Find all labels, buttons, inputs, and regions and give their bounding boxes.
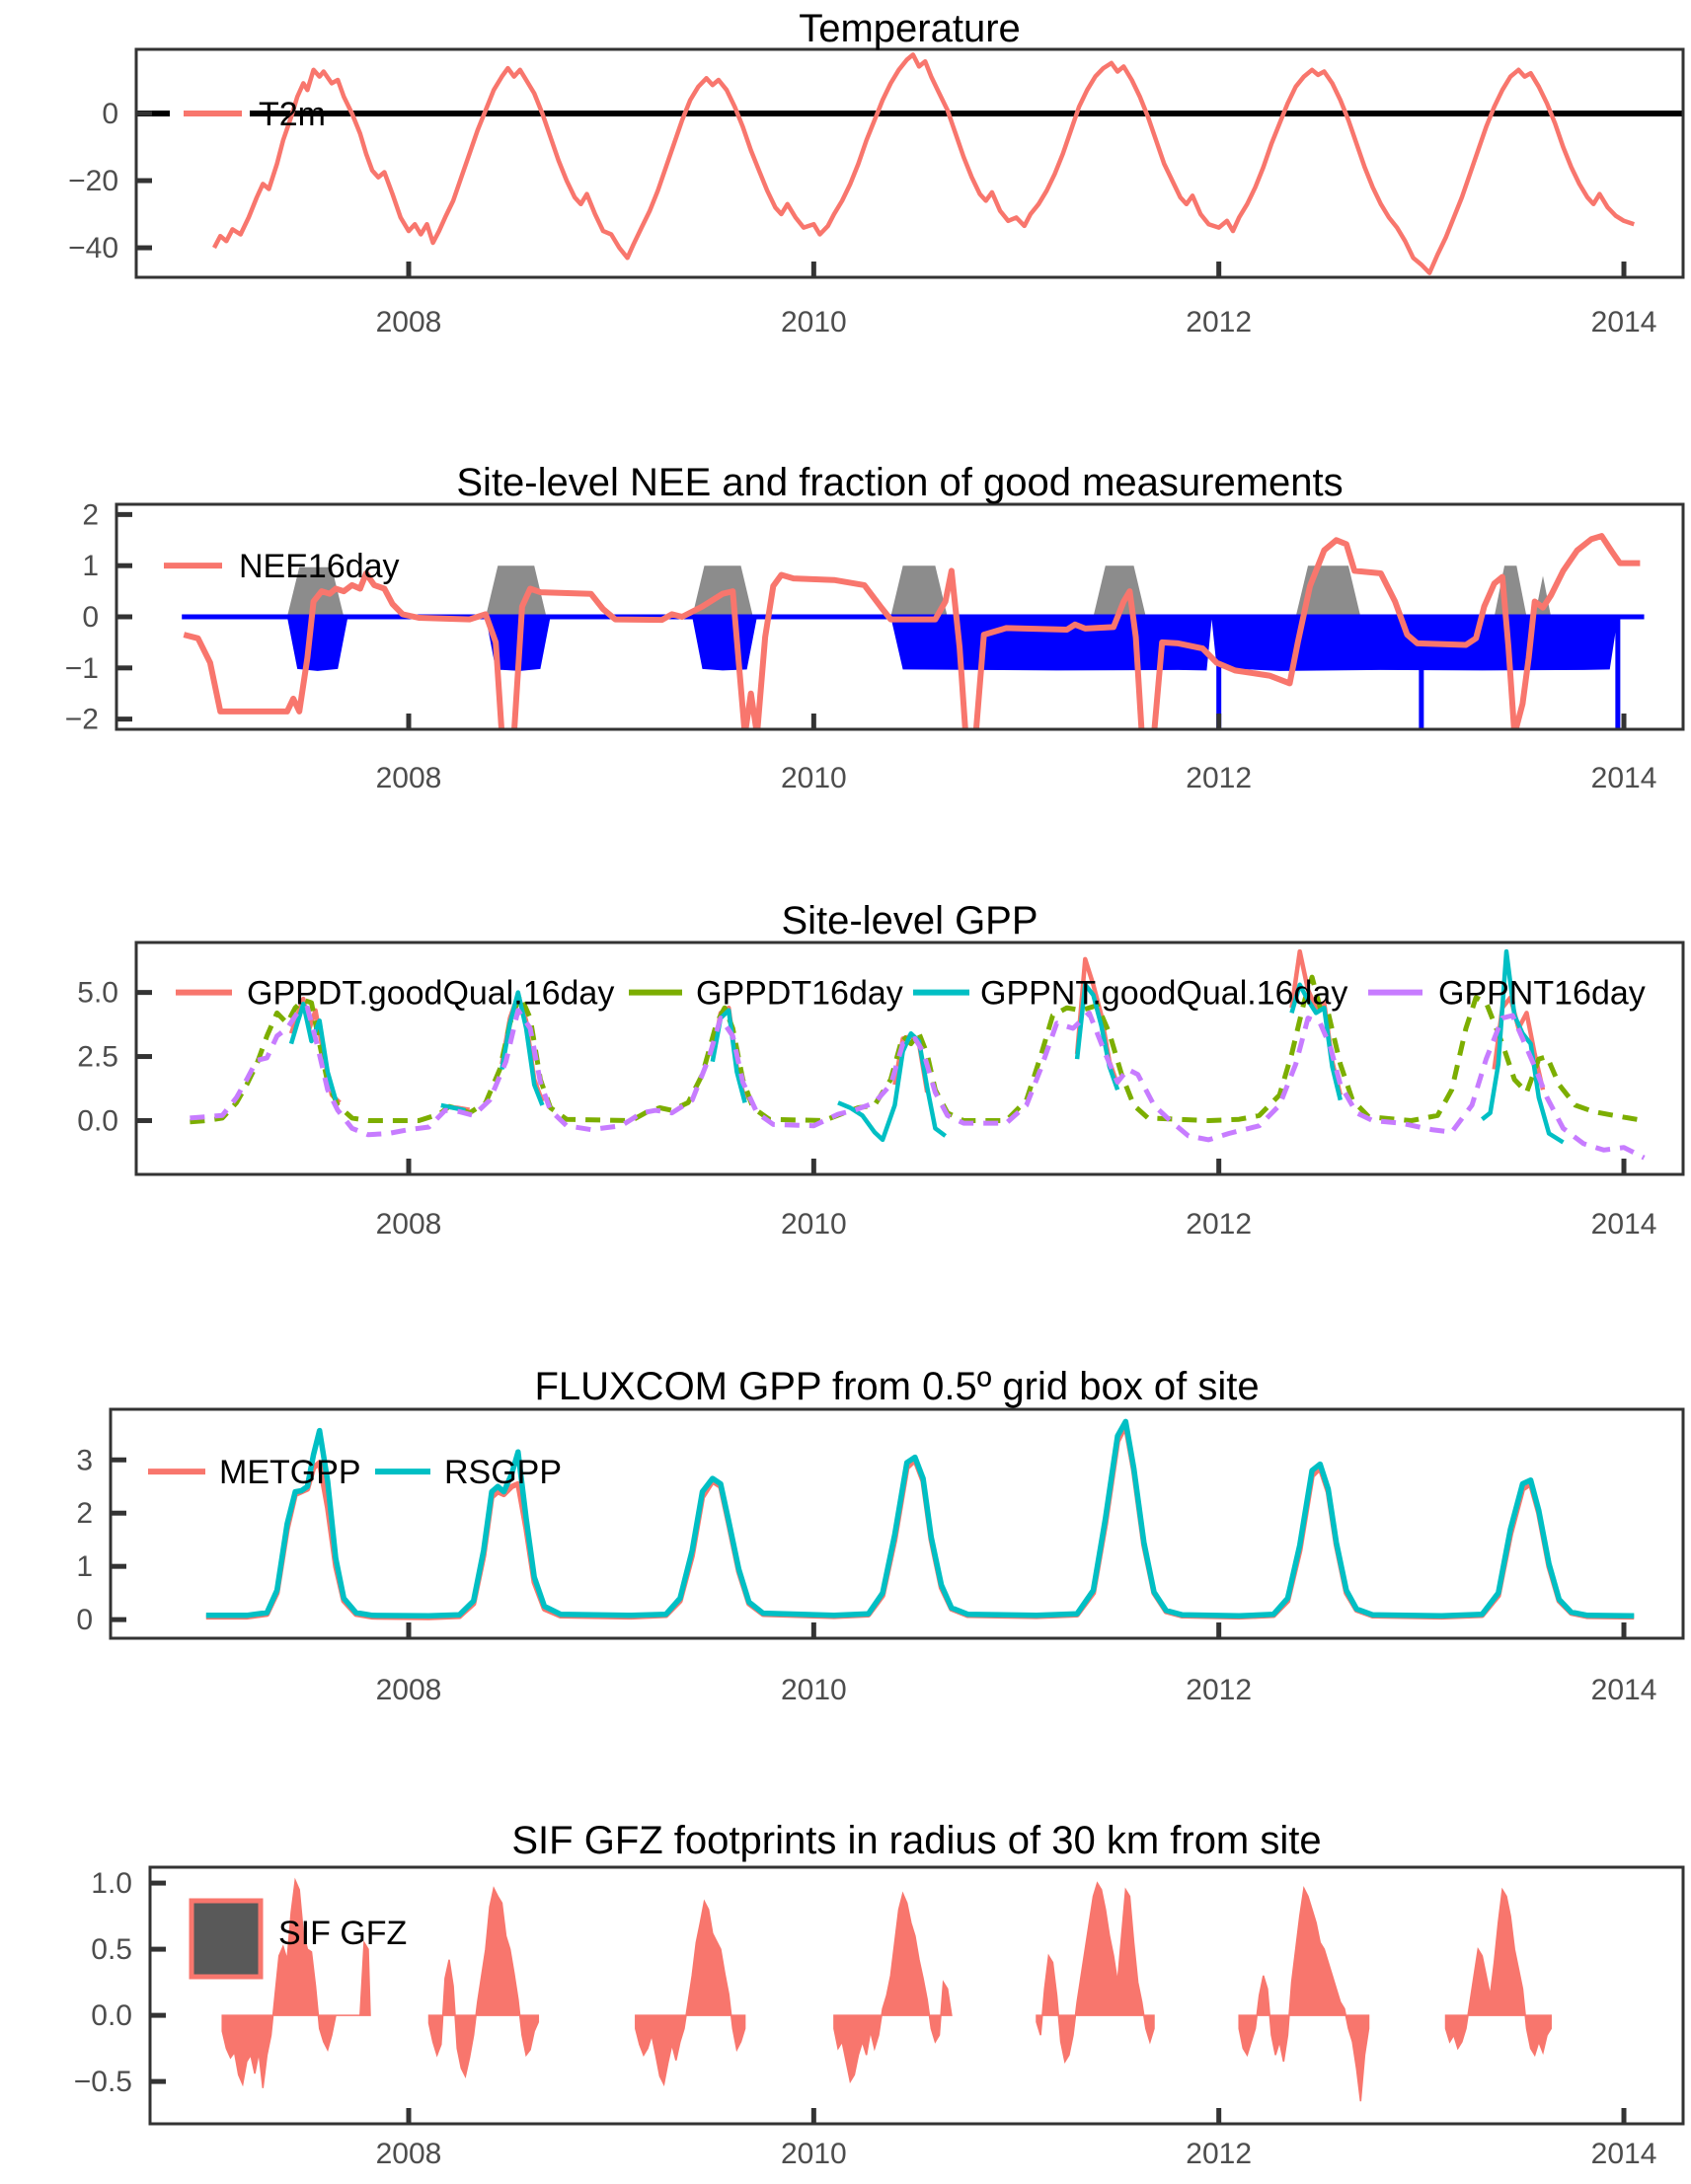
y-tick-label: 1.0 xyxy=(91,1867,132,1900)
series-GPPNT.goodQual.16day xyxy=(1481,948,1565,1145)
good-fraction-area-blue xyxy=(286,617,348,671)
plot-data-layer xyxy=(205,1418,1635,1620)
y-tick-label: 0 xyxy=(82,601,99,634)
panel-title: Site-level NEE and fraction of good meas… xyxy=(456,461,1343,504)
plot-data-layer xyxy=(221,1877,1552,2102)
series-GPPNT16day xyxy=(190,1005,1646,1161)
y-tick-label: 2 xyxy=(76,1497,93,1530)
y-tick-label: 1 xyxy=(76,1550,93,1583)
plot-data-layer xyxy=(190,948,1646,1161)
plot-border xyxy=(148,1865,1685,2126)
series-RSGPP xyxy=(205,1418,1635,1619)
x-tick-label: 2010 xyxy=(781,2138,847,2170)
legend-label: GPPDT16day xyxy=(696,975,903,1013)
good-fraction-area-blue xyxy=(890,617,1618,671)
x-tick-label: 2014 xyxy=(1591,306,1657,339)
panel-title: SIF GFZ footprints in radius of 30 km fr… xyxy=(511,1819,1321,1862)
x-tick-label: 2008 xyxy=(376,1674,442,1706)
panel-site_gpp: 2008 2010 2012 2014 5.0 2.5 0.0 Site-level GPP G… xyxy=(77,899,1685,1241)
legend-label: GPPNT.goodQual.16day xyxy=(980,975,1347,1013)
x-tick-label: 2014 xyxy=(1591,762,1657,794)
series-GPPNT.goodQual.16day xyxy=(440,1102,466,1113)
legend-label: GPPDT.goodQual.16day xyxy=(247,975,614,1013)
x-tick-label: 2010 xyxy=(781,306,847,339)
sif-area-cluster xyxy=(1444,1887,1552,2058)
sif-area-cluster xyxy=(635,1899,746,2087)
series-METGPP xyxy=(205,1422,1635,1620)
sif-area-cluster xyxy=(221,1877,371,2088)
legend-label: METGPP xyxy=(219,1454,361,1491)
sif-legend-swatch xyxy=(189,1898,264,1980)
sif-area-cluster xyxy=(833,1891,953,2084)
series-GPPNT.goodQual.16day xyxy=(500,990,545,1106)
x-tick-label: 2008 xyxy=(376,762,442,794)
legend-label: SIF GFZ xyxy=(278,1915,407,1952)
y-tick-label: −1 xyxy=(65,652,99,685)
series-GPPNT.goodQual.16day xyxy=(837,1030,948,1143)
x-tick-label: 2012 xyxy=(1186,1674,1252,1706)
series-NEE16day xyxy=(183,533,1641,729)
x-tick-label: 2014 xyxy=(1591,2138,1657,2170)
sif-area-cluster xyxy=(1036,1881,1155,2065)
plot-border xyxy=(109,1407,1685,1640)
good-fraction-area-gray xyxy=(286,566,345,617)
plot-border xyxy=(134,47,1685,279)
good-fraction-area-blue xyxy=(692,617,757,671)
series-T2m xyxy=(212,52,1636,275)
x-tick-label: 2012 xyxy=(1186,2138,1252,2170)
y-tick-label: 0 xyxy=(76,1604,93,1636)
x-tick-label: 2012 xyxy=(1186,762,1252,794)
panel-temperature: 2008 2010 2012 2014 0 −20 −40 Temperature T2m xyxy=(68,7,1685,339)
y-tick-label: 3 xyxy=(76,1444,93,1476)
good-fraction-area-gray xyxy=(890,565,948,617)
x-tick-label: 2010 xyxy=(781,1674,847,1706)
good-fraction-area-gray xyxy=(486,565,547,617)
y-tick-label: −0.5 xyxy=(74,2066,132,2098)
sif-area-cluster xyxy=(1238,1885,1370,2102)
panel-fluxcom_gpp: 2008 2010 2012 2014 3 2 1 0 FLUXCOM GPP from 0.5… xyxy=(76,1365,1685,1706)
y-tick-label: 0 xyxy=(102,98,118,130)
y-tick-label: 0.0 xyxy=(91,1999,132,2032)
panel-sif_gfz: 2008 2010 2012 2014 1.0 0.5 0.0 −0.5 SIF GFZ foo… xyxy=(74,1819,1685,2170)
plot-data-layer xyxy=(182,533,1645,729)
y-tick-label: 1 xyxy=(82,550,99,582)
x-tick-label: 2010 xyxy=(781,1208,847,1241)
x-tick-label: 2008 xyxy=(376,306,442,339)
y-tick-label: 5.0 xyxy=(77,977,118,1010)
series-GPPNT.goodQual.16day xyxy=(1289,982,1343,1101)
legend-label: T2m xyxy=(259,96,326,133)
legend-label: NEE16day xyxy=(239,548,400,585)
panel-title: FLUXCOM GPP from 0.5º grid box of site xyxy=(534,1365,1259,1408)
y-tick-label: −2 xyxy=(65,704,99,736)
sif-area-cluster xyxy=(427,1886,540,2079)
plot-data-layer xyxy=(136,52,1683,275)
y-tick-label: −40 xyxy=(68,232,118,264)
legend-label: GPPNT16day xyxy=(1438,975,1646,1013)
series-GPPNT.goodQual.16day xyxy=(288,1002,339,1101)
y-tick-label: 0.5 xyxy=(91,1933,132,1966)
x-tick-label: 2010 xyxy=(781,762,847,794)
panel-title: Site-level GPP xyxy=(781,899,1038,942)
panel-title: Temperature xyxy=(799,7,1021,50)
x-tick-label: 2008 xyxy=(376,1208,442,1241)
legend-label: RSGPP xyxy=(444,1454,562,1491)
x-tick-label: 2012 xyxy=(1186,306,1252,339)
y-tick-label: 0.0 xyxy=(77,1104,118,1137)
x-tick-label: 2014 xyxy=(1591,1674,1657,1706)
panel-nee: 2008 2010 2012 2014 2 1 0 −1 −2 Site-level NEE an… xyxy=(65,461,1685,794)
x-tick-label: 2012 xyxy=(1186,1208,1252,1241)
y-tick-label: 2 xyxy=(82,498,99,531)
x-tick-label: 2014 xyxy=(1591,1208,1657,1241)
y-tick-label: −20 xyxy=(68,165,118,197)
y-tick-label: 2.5 xyxy=(77,1041,118,1074)
x-tick-label: 2008 xyxy=(376,2138,442,2170)
series-GPPNT.goodQual.16day xyxy=(710,1008,747,1103)
good-fraction-area-gray xyxy=(1494,565,1527,617)
series-GPPNT.goodQual.16day xyxy=(1074,982,1120,1092)
